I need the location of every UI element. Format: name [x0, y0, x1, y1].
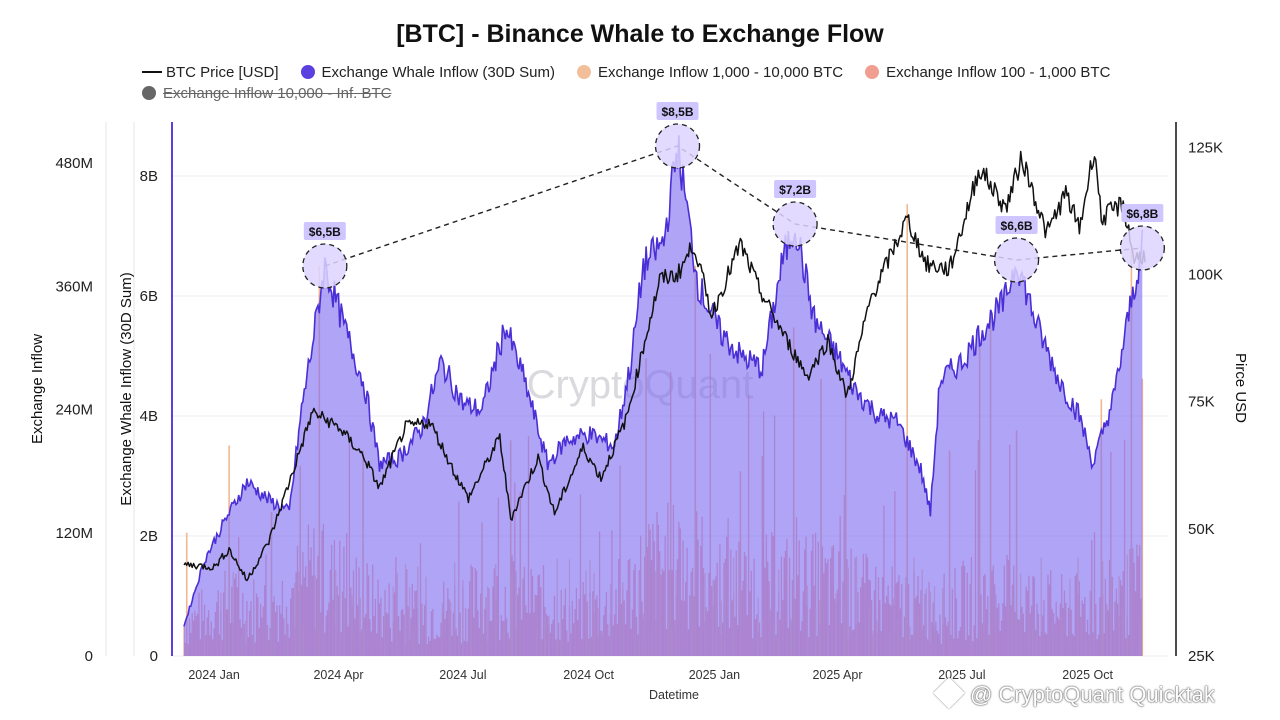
peak-circle: [1119, 225, 1165, 271]
peak-label: $6,6B: [1001, 219, 1033, 233]
x-tick-label: 2025 Jan: [689, 668, 740, 682]
legend-row-2: Exchange Inflow 10,000 - Inf. BTC: [142, 83, 1192, 103]
legend-dot-swatch: [576, 65, 591, 79]
left-outer-tick-label: 120M: [55, 525, 93, 542]
axes: 0 120M 240M 360M 480M 0 2B 4B 6B 8B 25K 50K 75K 100K 1…: [29, 122, 1249, 702]
legend-dot-swatch: [865, 65, 880, 79]
x-tick-label: 2024 Jan: [188, 668, 239, 682]
right-tick-label: 100K: [1188, 267, 1223, 284]
right-tick-label: 50K: [1188, 521, 1215, 538]
legend-line-swatch: [142, 71, 162, 73]
right-tick-label: 75K: [1188, 394, 1215, 411]
right-tick-label: 25K: [1188, 648, 1215, 665]
legend-item-whale-inflow[interactable]: Exchange Whale Inflow (30D Sum): [300, 63, 555, 81]
x-tick-label: 2025 Oct: [1062, 668, 1113, 682]
x-tick-label: 2025 Jul: [938, 668, 985, 682]
peak-annotations: $6,5B $8,5B $7,2B $6,6B $6,8B: [302, 102, 1165, 289]
legend-label: BTC Price [USD]: [166, 63, 279, 81]
chart-title: [BTC] - Binance Whale to Exchange Flow: [396, 20, 884, 48]
legend-label: Exchange Inflow 10,000 - Inf. BTC: [163, 84, 392, 102]
left-outer-tick-label: 240M: [55, 402, 93, 419]
left-inner-tick-label: 2B: [140, 528, 158, 545]
left-inner-tick-label: 0: [150, 648, 158, 665]
left-outer-axis-title: Exchange Inflow: [29, 334, 46, 444]
legend-dot-swatch: [300, 65, 315, 79]
legend-item-inflow-100-1000[interactable]: Exchange Inflow 100 - 1,000 BTC: [865, 64, 1110, 81]
cryptoquant-logo-icon: [933, 677, 965, 709]
right-axis-title: Pirce USD: [1232, 353, 1249, 423]
whale-inflow-area: [184, 135, 1143, 657]
peak-label: $8,5B: [662, 105, 694, 119]
left-outer-tick-label: 0: [85, 648, 93, 665]
x-axis-title: Datetime: [649, 688, 699, 702]
x-tick-label: 2024 Oct: [563, 668, 614, 682]
legend-row-1: BTC Price [USD] Exchange Whale Inflow (3…: [142, 62, 1192, 82]
whale-inflow-line: [183, 135, 1144, 627]
peak-circle: [654, 123, 701, 169]
legend-label: Exchange Whale Inflow (30D Sum): [321, 63, 555, 81]
x-tick-label: 2024 Jul: [439, 668, 486, 682]
left-inner-tick-label: 6B: [140, 288, 158, 305]
left-inner-axis-title: Exchange Whale Inflow (30D Sum): [118, 272, 135, 505]
left-inner-tick-label: 8B: [140, 168, 158, 185]
x-tick-label: 2024 Apr: [313, 668, 363, 682]
peak-circle: [302, 243, 348, 289]
peak-label: $6,8B: [1126, 207, 1158, 221]
peak-label-bg: [303, 222, 346, 240]
peak-label-bg: [656, 102, 699, 120]
left-outer-tick-label: 360M: [55, 278, 93, 295]
footer-brand: @ CryptoQuant Quicktak: [970, 682, 1215, 707]
legend-dot-swatch: [142, 86, 156, 100]
peak-label-bg: [1121, 204, 1164, 222]
peak-circle: [772, 201, 818, 247]
peak-circle: [993, 237, 1040, 283]
left-outer-tick-label: 480M: [55, 155, 93, 172]
left-inner-tick-label: 4B: [140, 408, 158, 425]
legend-label: Exchange Inflow 1,000 - 10,000 BTC: [597, 63, 844, 81]
chart-legend: BTC Price [USD] Exchange Whale Inflow (3…: [142, 62, 1192, 104]
right-tick-label: 125K: [1188, 139, 1223, 156]
x-tick-label: 2025 Apr: [812, 668, 862, 682]
legend-item-btc-price[interactable]: BTC Price [USD]: [142, 64, 279, 81]
whale-inflow-series: [183, 135, 1144, 657]
peak-label: $6,5B: [309, 225, 341, 239]
footer-watermark: @ CryptoQuant Quicktak: [933, 677, 1215, 709]
peak-label-bg: [995, 216, 1038, 234]
btc-price-series: [183, 150, 1146, 582]
legend-item-inflow-10000-inf[interactable]: Exchange Inflow 10,000 - Inf. BTC: [142, 85, 391, 102]
peak-label-bg: [774, 180, 817, 198]
btc-price-line: [183, 150, 1146, 582]
peak-label: $7,2B: [779, 183, 811, 197]
legend-label: Exchange Inflow 100 - 1,000 BTC: [886, 63, 1111, 81]
legend-item-inflow-1000-10000[interactable]: Exchange Inflow 1,000 - 10,000 BTC: [576, 63, 844, 81]
